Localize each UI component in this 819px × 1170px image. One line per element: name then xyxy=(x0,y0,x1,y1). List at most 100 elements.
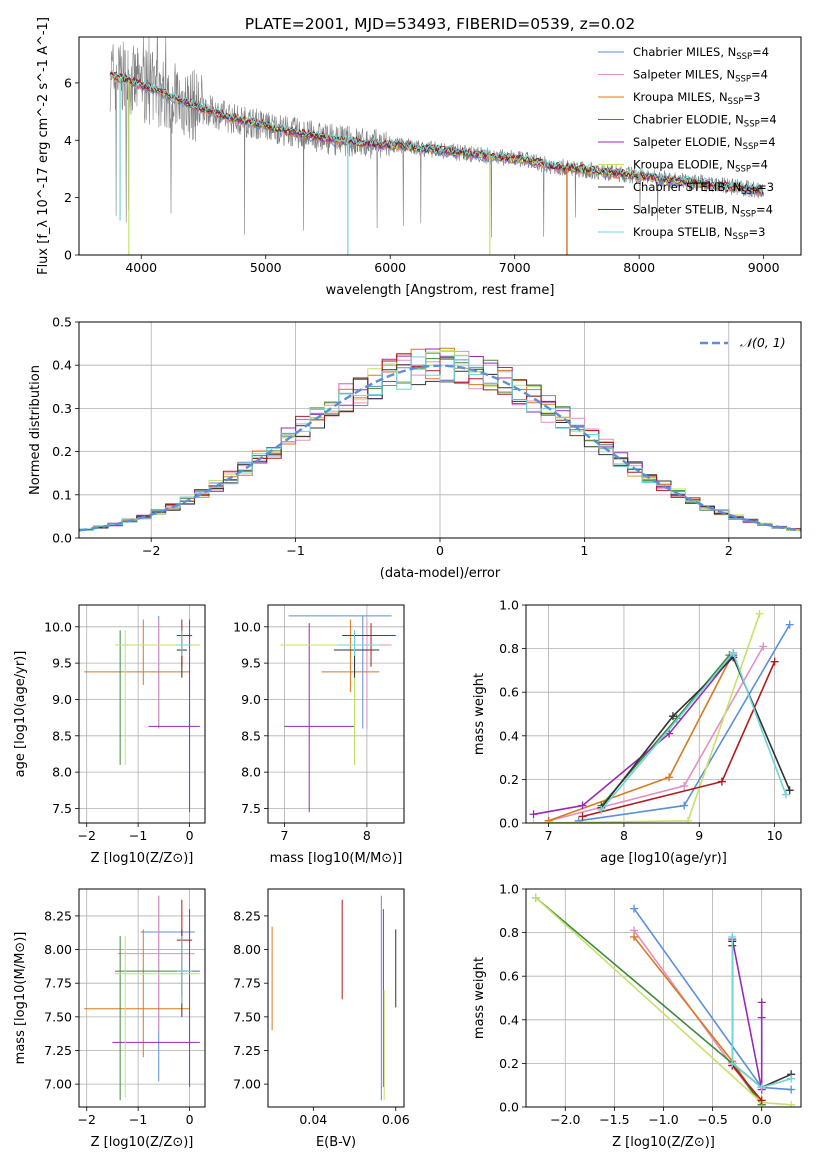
y-tick-label: 0.0 xyxy=(499,816,519,831)
axes-frame xyxy=(525,888,802,1108)
weight-point-marker xyxy=(757,998,766,1007)
weight-point-marker xyxy=(597,805,606,814)
legend-label: Kroupa ELODIE, NSSP=4 xyxy=(633,158,768,175)
y-tick-label: 7.75 xyxy=(233,976,261,991)
weight-vs-age-panel: 7 8 9 10 0.0 0.2 0.4 0.6 0.8 1.0 age [log10(age/yr… xyxy=(472,598,802,866)
weight-series-line xyxy=(731,937,792,1089)
y-tick-label: 1.0 xyxy=(499,882,519,897)
weight-series-line xyxy=(533,613,761,823)
x-axis-label: Z [log10(Z/Z⊙)] xyxy=(91,851,194,866)
weight-point-marker xyxy=(728,932,737,941)
legend-label: Chabrier MILES, NSSP=4 xyxy=(633,45,769,62)
histogram-step-line xyxy=(79,353,801,531)
x-tick-label: 7000 xyxy=(499,260,531,275)
x-tick-label: 0.06 xyxy=(382,1112,410,1127)
y-tick-label: 7.5 xyxy=(52,801,72,816)
mass-vs-Z-plot-area xyxy=(84,895,200,1101)
axes-frame xyxy=(267,604,405,824)
weight-point-marker xyxy=(529,810,538,819)
x-tick-label: 8 xyxy=(363,828,371,843)
weight-point-marker xyxy=(781,790,790,799)
y-tick-label: 0.4 xyxy=(499,1012,519,1027)
x-tick-label: 0.04 xyxy=(299,1112,327,1127)
x-tick-label: 0 xyxy=(186,1112,194,1127)
y-tick-label: 7.50 xyxy=(233,1009,261,1024)
y-tick-label: 0 xyxy=(64,248,72,263)
y-tick-label: 7.50 xyxy=(44,1009,72,1024)
weight-point-marker xyxy=(578,801,587,810)
x-tick-label: −1.0 xyxy=(648,1112,678,1127)
mass-vs-EBV-panel: 0.04 0.06 7.00 7.25 7.50 7.75 8.00 8.25 E(B-V) xyxy=(233,888,410,1150)
y-axis-label: Normed distribution xyxy=(28,365,43,495)
weight-point-marker xyxy=(665,729,674,738)
y-axis-label: age [log10(age/yr)] xyxy=(13,651,28,778)
x-tick-label: 9 xyxy=(695,828,703,843)
weight-point-marker xyxy=(785,620,794,629)
legend-label: Kroupa STELIB, NSSP=3 xyxy=(633,225,765,242)
age-vs-Z-panel: −2 −1 0 7.5 8.0 8.5 9.0 9.5 10.0 Z [log10(Z/Z⊙)] a… xyxy=(13,604,206,866)
weight-point-marker xyxy=(757,1083,766,1092)
y-tick-label: 0.6 xyxy=(499,969,519,984)
axes-frame xyxy=(78,604,206,824)
y-tick-label: 0.2 xyxy=(499,772,519,787)
x-tick-label: 0 xyxy=(436,543,444,558)
weight-point-marker xyxy=(683,816,692,823)
x-tick-label: 4000 xyxy=(125,260,157,275)
x-tick-label: 8 xyxy=(620,828,628,843)
x-tick-label: 0.0 xyxy=(752,1112,772,1127)
weight-point-marker xyxy=(531,893,540,902)
y-tick-label: 0.2 xyxy=(499,1056,519,1071)
legend-label: Salpeter MILES, NSSP=4 xyxy=(633,68,768,85)
y-tick-label: 7.25 xyxy=(233,1043,261,1058)
y-tick-label: 7.75 xyxy=(44,976,72,991)
weight-point-marker xyxy=(728,1059,737,1068)
x-tick-label: −1 xyxy=(129,828,147,843)
legend-label: Chabrier ELODIE, NSSP=4 xyxy=(633,113,777,130)
residuals-panel: −2 −1 0 1 2 0.0 0.1 0.2 0.3 0.4 0.5 (data-model)/er… xyxy=(28,315,802,581)
y-tick-label: 9.0 xyxy=(241,692,261,707)
spectrum-panel: 4000 5000 6000 7000 8000 9000 0 2 4 6 wavelength [… xyxy=(36,17,802,298)
normal-curve xyxy=(79,364,801,532)
y-tick-label: 8.25 xyxy=(44,908,72,923)
spectrum-model-line xyxy=(109,74,764,194)
x-tick-label: −2 xyxy=(77,1112,95,1127)
x-tick-label: 1 xyxy=(580,543,588,558)
x-tick-label: −2.0 xyxy=(550,1112,580,1127)
x-tick-label: 2 xyxy=(725,543,733,558)
weight-point-marker xyxy=(717,777,726,786)
age-vs-mass-panel: 7 8 7.5 8.0 8.5 9.0 9.5 10.0 mass [log10(M/M⊙)] xyxy=(233,604,405,866)
weight-series-line xyxy=(731,938,763,1090)
x-tick-label: 6000 xyxy=(374,260,406,275)
weight-point-marker xyxy=(574,816,583,823)
y-axis-label: Flux [f_λ 10^-17 erg cm^-2 s^-1 A^-1] xyxy=(36,17,51,275)
weight-vs-Z-panel: −2.0 −1.5 −1.0 −0.5 0.0 0.0 0.2 0.4 0.6 0.8 1.0 Z [… xyxy=(472,882,802,1150)
weight-point-marker xyxy=(787,1074,796,1083)
y-tick-label: 8.00 xyxy=(44,942,72,957)
y-tick-label: 0.1 xyxy=(52,487,72,502)
x-tick-label: 10 xyxy=(767,828,783,843)
weight-vs-age-plot-area xyxy=(529,609,794,823)
legend-label: Chabrier STELIB, NSSP=3 xyxy=(633,180,774,197)
weight-point-marker xyxy=(770,657,779,666)
x-tick-label: 7 xyxy=(281,828,289,843)
axes-frame xyxy=(525,604,802,824)
y-axis-label: mass weight xyxy=(472,673,487,755)
legend-label: 𝒩(0, 1) xyxy=(740,335,786,350)
x-axis-label: (data-model)/error xyxy=(380,566,501,581)
weight-point-marker xyxy=(787,1100,796,1107)
y-tick-label: 10.0 xyxy=(233,619,261,634)
weight-series-line xyxy=(533,654,734,816)
x-tick-label: 8000 xyxy=(623,260,655,275)
y-tick-label: 0.2 xyxy=(52,444,72,459)
y-tick-label: 7.5 xyxy=(241,801,261,816)
x-tick-label: −1 xyxy=(286,543,304,558)
age-vs-mass-plot-area xyxy=(280,615,396,813)
x-axis-label: wavelength [Angstrom, rest frame] xyxy=(326,283,555,298)
weight-point-marker xyxy=(578,812,587,821)
y-axis-label: mass weight xyxy=(472,957,487,1039)
spectrum-model-line xyxy=(109,69,764,194)
spectrum-plot-area xyxy=(109,37,764,255)
y-axis-label: mass [log10(M/M⊙)] xyxy=(13,932,28,1065)
x-axis-label: age [log10(age/yr)] xyxy=(600,851,727,866)
age-vs-Z-plot-area xyxy=(84,615,200,813)
